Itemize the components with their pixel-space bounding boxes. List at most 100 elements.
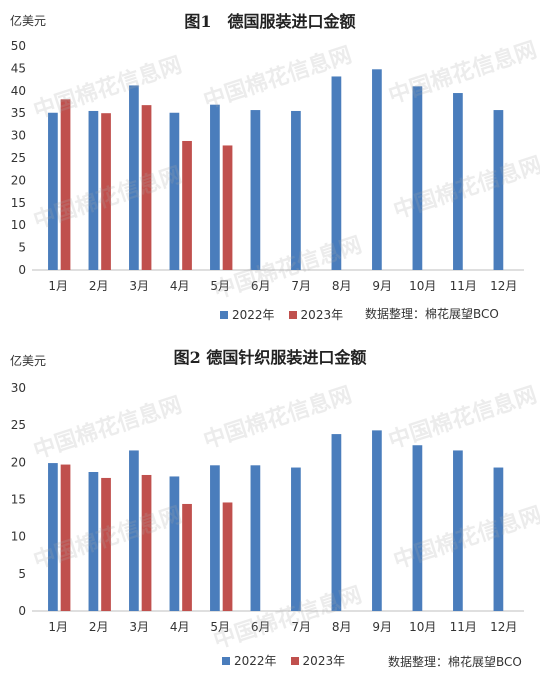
chart-knit-garment-imports: 图2 德国针织服装进口金额 亿美元 0 5 10 15 20 25 30 1月 2月 3月 4月 5月… xyxy=(0,336,540,676)
x-tick-label: 3月 xyxy=(129,620,149,634)
bar-2023年-4月 xyxy=(182,503,192,611)
y-axis-unit: 亿美元 xyxy=(10,354,47,368)
bar-2022年-10月 xyxy=(412,86,423,270)
x-tick-label: 3月 xyxy=(129,279,149,293)
x-tick-label: 4月 xyxy=(170,620,190,634)
legend-swatch-2023 xyxy=(290,656,299,665)
bar-2022年-8月 xyxy=(331,76,342,271)
bar-2023年-1月 xyxy=(60,464,71,611)
bar-2022年-10月 xyxy=(412,445,423,611)
x-tick-label: 10月 xyxy=(409,279,436,293)
bar-2022年-4月 xyxy=(169,476,180,611)
bar-2022年-3月 xyxy=(129,85,139,270)
plot-area: 0 5 10 15 20 25 30 1月 2月 3月 4月 5月 6月 7月 8月 9月 10月 11月 12月 xyxy=(11,381,524,634)
bar-2022年-11月 xyxy=(453,93,463,270)
legend-item-2023: 2023年 xyxy=(288,306,344,323)
bar-2022年-1月 xyxy=(48,463,58,611)
y-tick-label: 0 xyxy=(18,263,26,277)
bar-2022年-8月 xyxy=(331,434,342,611)
bar-2022年-12月 xyxy=(493,110,504,271)
y-tick-label: 10 xyxy=(11,530,26,544)
x-tick-label: 11月 xyxy=(450,620,477,634)
x-tick-label: 1月 xyxy=(48,279,68,293)
bar-2022年-6月 xyxy=(250,110,261,271)
bar-2023年-1月 xyxy=(60,99,71,270)
legend-label-2023: 2023年 xyxy=(300,308,344,322)
x-tick-label: 9月 xyxy=(372,620,392,634)
bar-2022年-9月 xyxy=(372,430,382,611)
y-tick-label: 35 xyxy=(11,106,26,120)
bar-2022年-2月 xyxy=(88,110,99,271)
bar-2022年-7月 xyxy=(291,467,301,611)
chart-title: 图2 德国针织服装进口金额 xyxy=(173,348,367,367)
legend-swatch-2022 xyxy=(222,656,230,665)
x-tick-label: 6月 xyxy=(251,620,271,634)
chart-title: 图1 德国服装进口金额 xyxy=(184,12,356,31)
legend-item-2022: 2022年 xyxy=(220,306,275,323)
legend-label-2022: 2022年 xyxy=(234,654,277,668)
x-tick-label: 10月 xyxy=(409,620,436,634)
x-tick-label: 7月 xyxy=(291,620,311,634)
legend-swatch-2023 xyxy=(288,310,297,319)
x-tick-label: 8月 xyxy=(332,620,352,634)
x-tick-label: 1月 xyxy=(48,620,68,634)
y-tick-label: 50 xyxy=(11,39,26,53)
x-tick-label: 12月 xyxy=(490,279,517,293)
plot-area: 0 5 10 15 20 25 30 35 40 45 50 1月 2月 3月 4月 5月 6月 7月 8月 9月 10… xyxy=(11,39,524,293)
y-tick-label: 15 xyxy=(11,493,26,507)
x-tick-label: 9月 xyxy=(372,279,392,293)
bar-2023年-3月 xyxy=(141,474,152,611)
bar-2022年-7月 xyxy=(291,110,301,271)
x-tick-label: 2月 xyxy=(89,279,109,293)
y-tick-label: 40 xyxy=(11,84,26,98)
source-note: 数据整理：棉花展望BCO xyxy=(365,307,499,321)
y-tick-label: 15 xyxy=(11,196,26,210)
bar-2022年-2月 xyxy=(88,471,99,611)
y-tick-label: 30 xyxy=(11,129,26,143)
bar-2023年-2月 xyxy=(101,477,111,611)
legend-swatch-2022 xyxy=(220,310,228,319)
x-tick-label: 11月 xyxy=(450,279,477,293)
x-tick-label: 12月 xyxy=(490,620,517,634)
bar-2023年-3月 xyxy=(141,105,152,270)
y-axis-unit: 亿美元 xyxy=(10,14,47,28)
bar-2023年-5月 xyxy=(222,145,233,270)
y-tick-label: 20 xyxy=(11,173,26,187)
bar-2023年-2月 xyxy=(101,113,111,270)
x-tick-label: 6月 xyxy=(251,279,271,293)
x-tick-label: 5月 xyxy=(210,620,230,634)
source-note: 数据整理：棉花展望BCO xyxy=(388,655,522,669)
bar-2023年-5月 xyxy=(222,502,233,611)
y-tick-label: 10 xyxy=(11,218,26,232)
chart-garment-imports: 图1 德国服装进口金额 亿美元 0 5 10 15 20 25 30 35 40 45 50 1月 2月… xyxy=(0,0,540,330)
x-tick-label: 8月 xyxy=(332,279,352,293)
bar-2022年-5月 xyxy=(210,104,220,270)
legend-label-2022: 2022年 xyxy=(232,308,275,322)
x-tick-label: 5月 xyxy=(210,279,230,293)
legend: 2022年 2023年 xyxy=(222,652,359,669)
legend: 2022年 2023年 xyxy=(220,306,357,323)
y-tick-label: 25 xyxy=(11,151,26,165)
bar-2022年-5月 xyxy=(210,465,220,611)
y-tick-label: 0 xyxy=(18,604,26,618)
bar-2022年-11月 xyxy=(453,450,463,611)
bar-2022年-9月 xyxy=(372,69,382,271)
y-tick-label: 5 xyxy=(18,567,26,581)
bar-2022年-3月 xyxy=(129,450,139,611)
y-tick-label: 30 xyxy=(11,381,26,395)
x-tick-label: 2月 xyxy=(89,620,109,634)
x-tick-label: 7月 xyxy=(291,279,311,293)
legend-item-2023: 2023年 xyxy=(290,652,346,669)
bar-2022年-1月 xyxy=(48,112,58,270)
legend-item-2022: 2022年 xyxy=(222,652,277,669)
bar-2022年-6月 xyxy=(250,465,261,611)
y-tick-label: 25 xyxy=(11,418,26,432)
y-tick-label: 20 xyxy=(11,455,26,469)
y-tick-label: 45 xyxy=(11,61,26,75)
bar-2023年-4月 xyxy=(182,140,192,270)
y-tick-label: 5 xyxy=(18,241,26,255)
bar-2022年-4月 xyxy=(169,112,180,270)
legend-label-2023: 2023年 xyxy=(302,654,346,668)
bar-2022年-12月 xyxy=(493,467,504,611)
x-tick-label: 4月 xyxy=(170,279,190,293)
